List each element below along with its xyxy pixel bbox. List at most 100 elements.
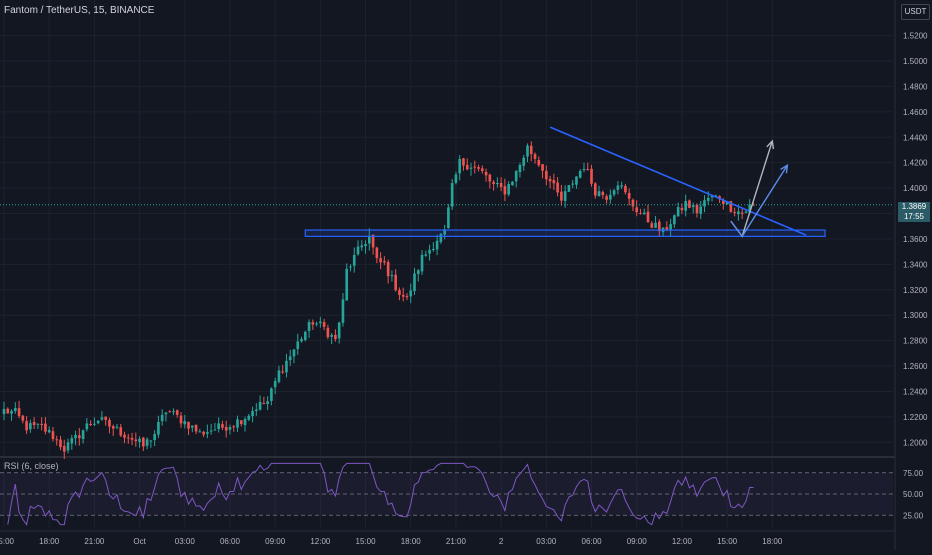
- candle-up: [432, 242, 435, 252]
- candle-body: [21, 415, 25, 421]
- descending-trendline[interactable]: [549, 126, 807, 236]
- price-tick-label: 1.4400: [903, 133, 928, 142]
- candle-body: [172, 411, 175, 413]
- candle-body: [273, 380, 277, 388]
- candle-down: [187, 421, 190, 436]
- candle-up: [153, 430, 156, 447]
- time-tick-label: 03:00: [536, 537, 557, 546]
- candle-down: [78, 427, 81, 446]
- candle-body: [217, 423, 220, 430]
- time-tick-label: 15:00: [0, 537, 15, 546]
- candle-down: [590, 164, 593, 187]
- candle-body: [175, 410, 179, 415]
- candle-up: [571, 179, 575, 189]
- candle-body: [680, 207, 684, 211]
- candle-body: [345, 268, 349, 301]
- candle-up: [424, 250, 428, 257]
- candle-body: [454, 174, 458, 183]
- candle-body: [722, 199, 725, 205]
- candle-body: [691, 205, 695, 208]
- candle-body: [432, 249, 435, 251]
- candle-up: [337, 321, 341, 344]
- candle-up: [330, 332, 333, 344]
- candle-down: [631, 198, 635, 212]
- projection-arrow-shallow[interactable]: [730, 163, 789, 238]
- candle-body: [518, 164, 522, 173]
- candle-down: [375, 246, 379, 264]
- price-tick-label: 1.5200: [903, 32, 928, 41]
- candle-down: [480, 165, 484, 174]
- candle-body: [435, 240, 439, 250]
- candle-body: [32, 422, 36, 425]
- candle-up: [620, 181, 623, 190]
- candle-body: [480, 168, 484, 171]
- candle-down: [221, 420, 224, 431]
- currency-button[interactable]: USDT: [901, 4, 930, 20]
- candle-body: [337, 322, 341, 339]
- candle-down: [262, 396, 266, 405]
- last-price-tag: 1.3869 17:55: [898, 202, 930, 222]
- candle-body: [292, 349, 296, 357]
- candle-body: [416, 270, 420, 275]
- candle-down: [386, 259, 390, 284]
- rsi-tick-label: 50.00: [903, 490, 924, 499]
- candle-body: [2, 408, 6, 415]
- candle-body: [733, 212, 736, 214]
- candle-up: [367, 228, 371, 251]
- candle-body: [673, 215, 676, 225]
- support-zone-rectangle[interactable]: [304, 229, 826, 237]
- candle-body: [81, 430, 85, 440]
- candle-up: [29, 419, 32, 433]
- candle-up: [345, 263, 349, 301]
- candle-up: [507, 181, 510, 197]
- candle-down: [142, 436, 145, 452]
- candle-up: [364, 240, 367, 254]
- candle-body: [134, 439, 138, 441]
- candle-up: [303, 330, 307, 342]
- candle-up: [100, 410, 104, 421]
- candle-up: [164, 412, 168, 422]
- candle-up: [522, 154, 526, 171]
- candle-down: [639, 208, 642, 215]
- candle-down: [593, 182, 597, 199]
- candle-body: [243, 419, 247, 426]
- candle-down: [32, 417, 36, 430]
- candle-down: [119, 423, 123, 438]
- candle-body: [533, 154, 537, 159]
- candle-body: [303, 331, 307, 340]
- candle-up: [47, 426, 51, 434]
- candle-body: [688, 200, 691, 208]
- candle-body: [447, 207, 450, 229]
- candle-down: [635, 200, 639, 217]
- time-tick-label: 09:00: [265, 537, 286, 546]
- candle-body: [334, 334, 337, 340]
- candle-body: [277, 370, 281, 382]
- candle-up: [96, 420, 100, 425]
- candle-body: [55, 439, 59, 441]
- time-tick-label: 09:00: [627, 537, 648, 546]
- candle-up: [10, 409, 13, 421]
- candle-body: [706, 198, 710, 201]
- candle-down: [484, 168, 488, 182]
- candle-down: [552, 173, 556, 191]
- candle-up: [450, 179, 454, 210]
- projection-arrow-steep[interactable]: [730, 139, 775, 238]
- candle-up: [673, 214, 676, 228]
- price-tick-label: 1.3400: [903, 260, 928, 269]
- candle-body: [556, 182, 559, 193]
- candle-body: [258, 401, 262, 410]
- candle-down: [334, 329, 337, 342]
- candle-body: [100, 417, 104, 420]
- candle-body: [213, 429, 217, 431]
- candle-down: [224, 420, 228, 438]
- candle-body: [157, 421, 160, 435]
- candle-down: [104, 416, 108, 426]
- price-tick-label: 1.3000: [903, 311, 928, 320]
- candle-body: [104, 416, 108, 420]
- rsi-indicator-label[interactable]: RSI (6, close): [4, 461, 59, 471]
- candle-body: [654, 222, 657, 228]
- candle-up: [270, 387, 273, 406]
- candle-body: [10, 410, 13, 414]
